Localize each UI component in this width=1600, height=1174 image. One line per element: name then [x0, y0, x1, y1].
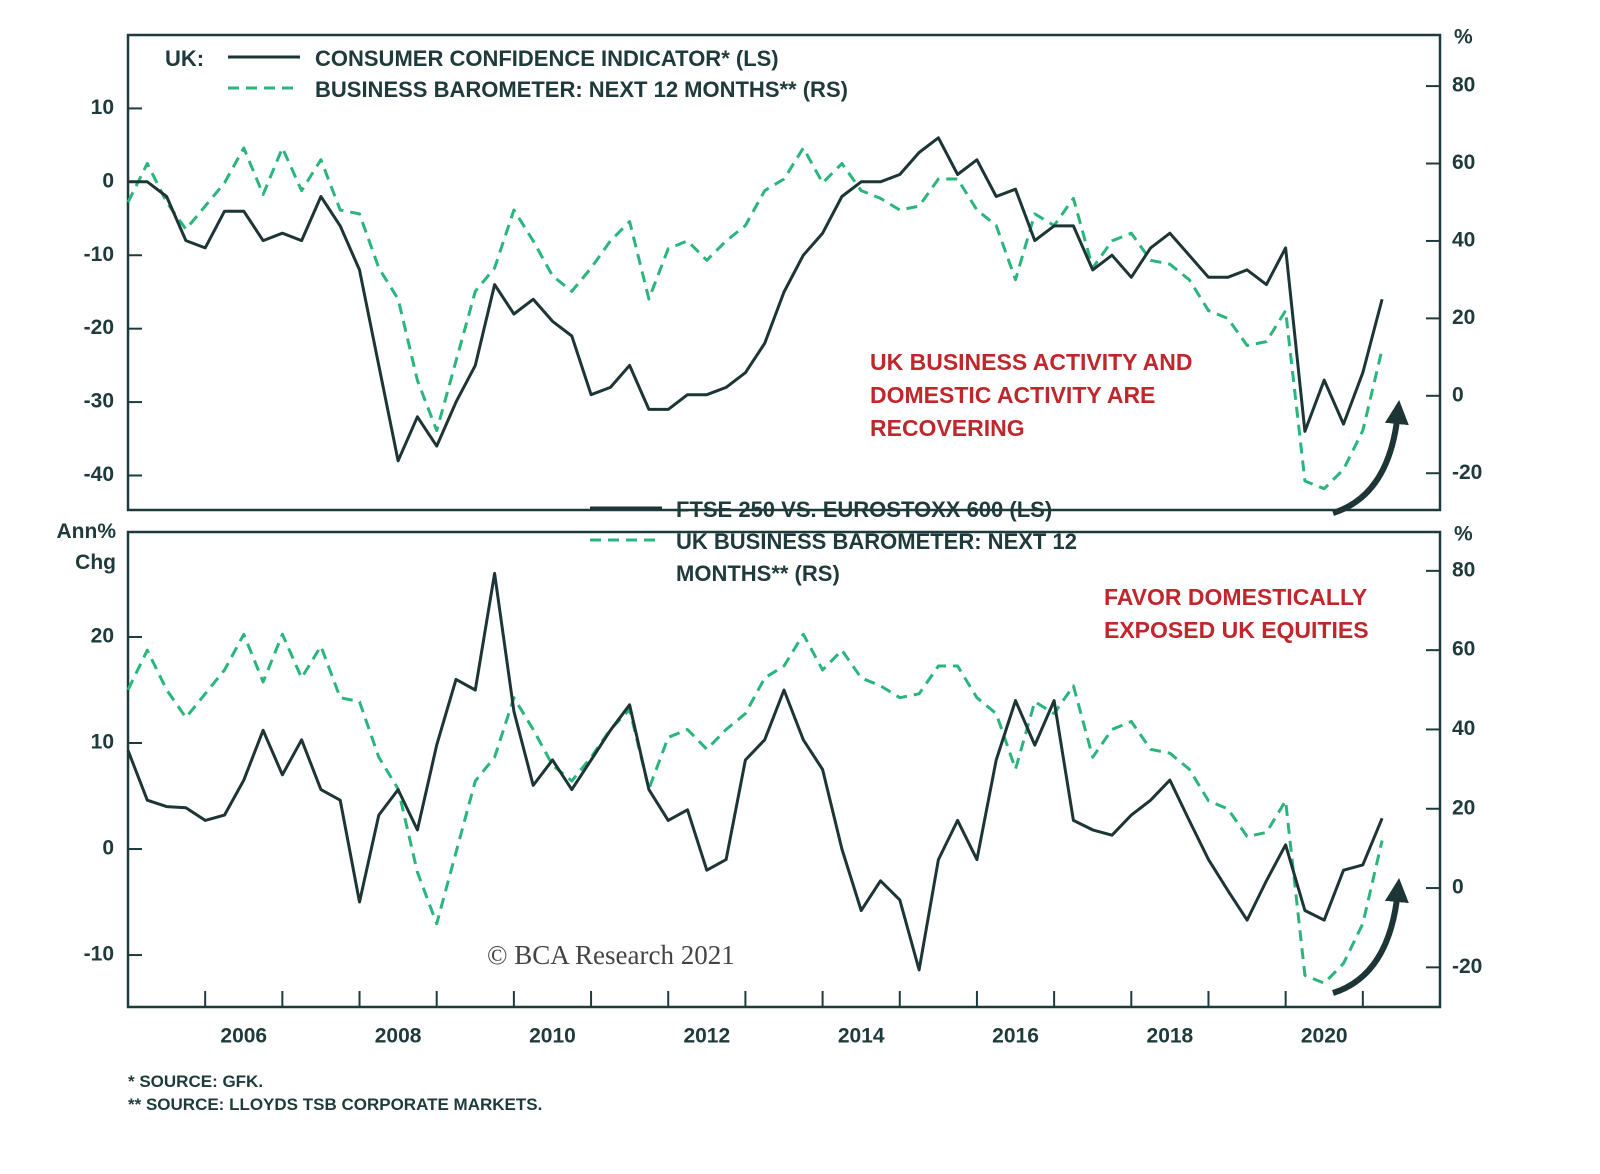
footnote: ** SOURCE: LLOYDS TSB CORPORATE MARKETS. [128, 1095, 543, 1114]
footnote: * SOURCE: GFK. [128, 1072, 264, 1091]
y2-tick-label: 0 [1452, 383, 1464, 406]
y2-tick-label: 60 [1452, 151, 1475, 174]
x-tick-label: 2020 [1301, 1025, 1348, 1048]
y2-tick-label: 0 [1452, 876, 1464, 899]
x-tick-label: 2008 [375, 1025, 422, 1048]
series-line [128, 136, 1384, 463]
y2-tick-label: -20 [1452, 955, 1482, 978]
y2-tick-label: 80 [1452, 74, 1475, 97]
plot-frame [126, 33, 1442, 512]
y2-axis-label: % [1454, 26, 1473, 49]
y-tick-label: 0 [102, 837, 114, 860]
arrow [1332, 878, 1409, 996]
annotation: FAVOR DOMESTICALLY EXPOSED UK EQUITIES [1104, 584, 1369, 643]
y-tick-label: -40 [84, 463, 114, 486]
watermark: © BCA Research 2021 [487, 940, 735, 970]
y2-tick-label: 60 [1452, 638, 1475, 661]
y-tick-label: 0 [102, 169, 114, 192]
y-tick-label: 10 [91, 731, 114, 754]
legend-label: BUSINESS BAROMETER: NEXT 12 MONTHS** (RS… [315, 77, 848, 102]
x-tick-label: 2010 [529, 1025, 576, 1048]
legend-label: CONSUMER CONFIDENCE INDICATOR* (LS) [315, 46, 779, 71]
y2-tick-label: -20 [1452, 461, 1482, 484]
x-tick-label: 2014 [838, 1025, 885, 1048]
plot-frame [126, 530, 1442, 1009]
y-tick-label: -10 [84, 943, 114, 966]
x-tick-label: 2012 [683, 1025, 730, 1048]
series-line [126, 632, 1384, 985]
y2-tick-label: 80 [1452, 558, 1475, 581]
x-tick-label: 2018 [1147, 1025, 1194, 1048]
arrow [1332, 400, 1409, 516]
y2-tick-label: 40 [1452, 717, 1475, 740]
y-tick-label: 20 [91, 625, 114, 648]
series-line [126, 571, 1384, 972]
y2-axis-label: % [1454, 523, 1473, 546]
series-line [126, 146, 1384, 491]
legend-label: FTSE 250 VS. EUROSTOXX 600 (LS) [676, 497, 1052, 522]
y2-tick-label: 20 [1452, 306, 1475, 329]
y2-tick-label: 40 [1452, 228, 1475, 251]
legend-label: UK BUSINESS BAROMETER: NEXT 12 MONTHS** … [676, 529, 1077, 586]
y-tick-label: -30 [84, 390, 114, 413]
y2-tick-label: 20 [1452, 796, 1475, 819]
x-tick-label: 2016 [992, 1025, 1039, 1048]
y-tick-label: 10 [91, 96, 114, 119]
x-tick-label: 2006 [220, 1025, 267, 1048]
y-tick-label: -20 [84, 316, 114, 339]
y-axis-label: Ann% Chg [56, 520, 117, 574]
y-tick-label: -10 [84, 243, 114, 266]
legend-prefix: UK: [165, 46, 204, 71]
annotation: UK BUSINESS ACTIVITY AND DOMESTIC ACTIVI… [870, 349, 1193, 441]
